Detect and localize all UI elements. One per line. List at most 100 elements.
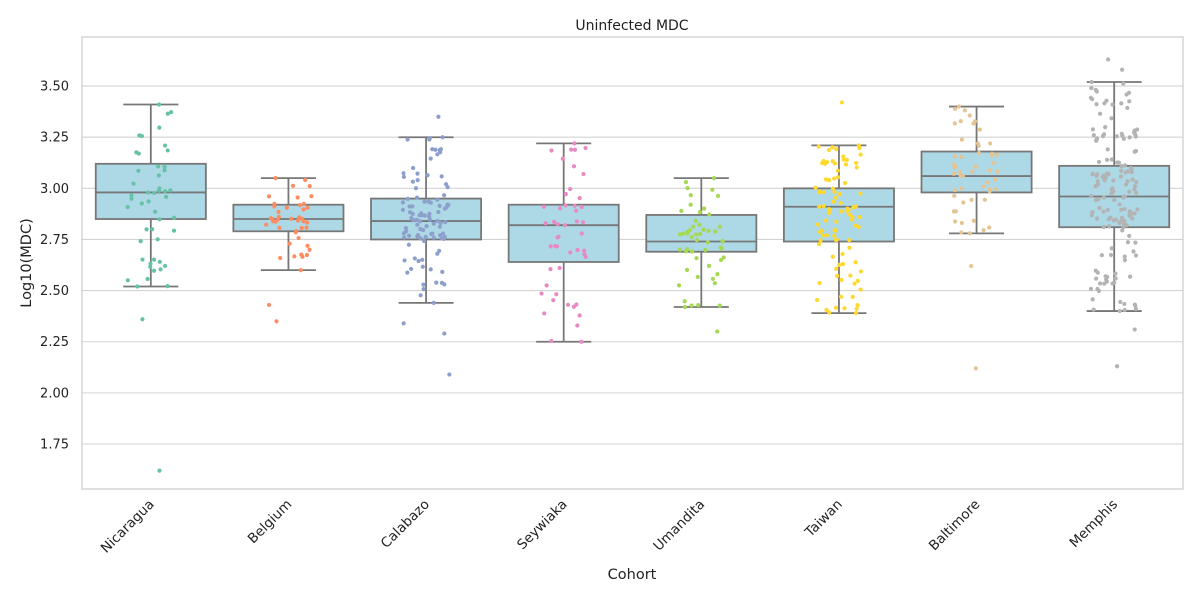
data-point: [839, 100, 844, 105]
data-point: [821, 158, 826, 164]
data-point: [842, 306, 847, 311]
data-point: [583, 254, 588, 259]
data-point: [1089, 213, 1094, 218]
y-tick-label: 2.50: [40, 284, 69, 299]
data-point: [402, 258, 407, 263]
data-point: [1104, 98, 1109, 103]
data-point: [717, 303, 722, 308]
data-point: [287, 241, 292, 246]
strip-points: [125, 57, 1140, 473]
data-point: [710, 276, 716, 282]
data-point: [987, 187, 992, 192]
data-point: [1113, 217, 1119, 222]
data-point: [848, 273, 853, 278]
data-point: [820, 233, 826, 238]
data-point: [1122, 307, 1127, 313]
data-point: [420, 264, 425, 269]
iqr-box: [94, 162, 207, 220]
data-point: [831, 199, 836, 204]
data-point: [694, 238, 699, 243]
data-point: [436, 114, 441, 119]
data-point: [579, 339, 584, 344]
data-point: [148, 261, 153, 266]
data-point: [415, 178, 420, 183]
data-point: [428, 267, 433, 272]
data-point: [988, 141, 993, 146]
data-point: [952, 188, 957, 193]
data-point: [1091, 133, 1096, 138]
data-point: [1090, 127, 1096, 132]
data-point: [165, 148, 170, 153]
y-tick-label: 2.75: [40, 233, 69, 248]
data-point: [858, 269, 863, 274]
data-point: [568, 250, 573, 255]
data-point: [1089, 79, 1094, 85]
data-point: [293, 230, 298, 235]
iqr-box: [507, 203, 620, 263]
data-point: [1120, 228, 1125, 233]
data-point: [1097, 111, 1103, 116]
data-point: [426, 199, 431, 204]
data-point: [973, 164, 978, 169]
data-point: [420, 257, 425, 262]
data-point: [563, 192, 568, 197]
data-point: [1119, 215, 1125, 221]
data-point: [962, 108, 967, 113]
boxes: [94, 81, 1171, 343]
data-point: [1120, 67, 1125, 72]
data-point: [832, 233, 837, 238]
data-point: [162, 143, 168, 148]
data-point: [1132, 327, 1137, 332]
data-point: [952, 165, 957, 170]
data-point: [555, 222, 560, 227]
data-point: [1113, 276, 1118, 281]
data-point: [139, 201, 144, 206]
data-point: [421, 287, 426, 292]
data-point: [418, 293, 423, 298]
data-point: [676, 283, 682, 288]
data-point: [442, 206, 448, 211]
data-point: [307, 183, 312, 189]
data-point: [830, 186, 836, 191]
y-axis-label: Log10(MDC): [19, 218, 35, 307]
data-point: [157, 125, 162, 130]
data-point: [1101, 224, 1106, 230]
data-point: [554, 292, 559, 297]
data-point: [264, 222, 269, 227]
data-point: [720, 239, 725, 244]
data-point: [405, 137, 410, 142]
data-point: [1123, 182, 1129, 187]
data-point: [961, 200, 966, 205]
data-point: [1095, 270, 1100, 275]
box-belgium: [232, 177, 345, 272]
x-axis-label: Cohort: [608, 567, 657, 583]
data-point: [697, 222, 702, 227]
data-point: [987, 225, 992, 230]
data-point: [1090, 297, 1095, 302]
data-point: [837, 262, 842, 267]
data-point: [1119, 101, 1124, 106]
data-point: [299, 252, 304, 257]
data-point: [953, 219, 958, 224]
data-point: [1094, 276, 1099, 281]
data-point: [158, 267, 163, 272]
data-point: [824, 233, 829, 238]
data-point: [1108, 252, 1114, 258]
data-point: [969, 263, 974, 269]
data-point: [696, 302, 701, 308]
data-point: [583, 145, 588, 151]
data-point: [151, 257, 157, 262]
data-point: [1109, 116, 1114, 121]
data-point: [440, 135, 445, 140]
data-point: [577, 313, 582, 318]
data-point: [125, 278, 130, 283]
data-point: [826, 147, 831, 153]
data-point: [162, 168, 167, 173]
data-point: [853, 223, 858, 228]
data-point: [952, 193, 957, 198]
data-point: [958, 119, 963, 124]
data-point: [438, 150, 443, 155]
data-point: [817, 204, 822, 209]
data-point: [157, 259, 162, 264]
